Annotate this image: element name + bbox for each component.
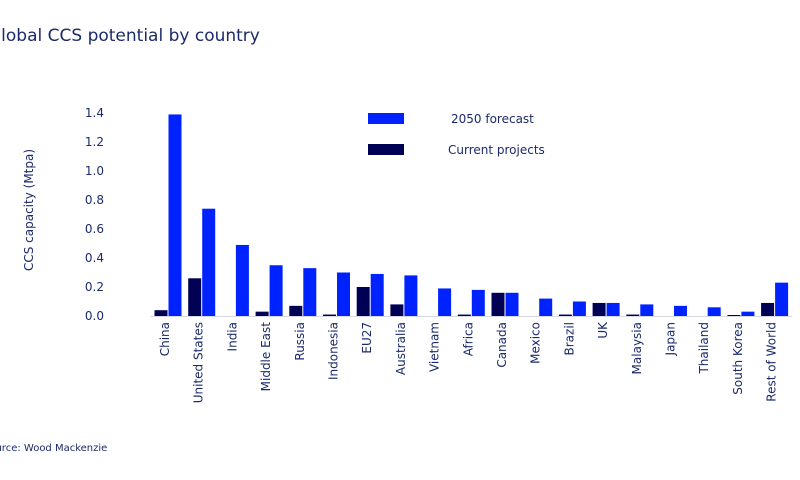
bar-forecast-australia	[404, 275, 418, 316]
bar-current-brazil	[558, 314, 572, 316]
bar-current-south-korea	[727, 315, 741, 316]
y-axis-label: CCS capacity (Mtpa)	[22, 149, 36, 271]
x-tick-label: Malaysia	[630, 322, 644, 374]
bar-forecast-china	[168, 114, 182, 316]
legend-label: 2050 forecast	[451, 112, 534, 126]
y-tick-label: 1.4	[85, 106, 104, 120]
bar-current-africa	[457, 314, 471, 316]
bar-current-malaysia	[626, 314, 640, 316]
y-tick-label: 0.2	[85, 280, 104, 294]
x-tick-label: India	[225, 322, 239, 351]
y-tick-label: 0.8	[85, 193, 104, 207]
x-tick-label: South Korea	[731, 322, 745, 395]
bar-current-australia	[390, 304, 404, 316]
bar-forecast-canada	[505, 292, 519, 316]
bar-current-eu27	[356, 287, 370, 316]
y-tick-label: 0.6	[85, 222, 104, 236]
bar-forecast-united-states	[202, 208, 216, 316]
x-tick-label: Russia	[293, 322, 307, 361]
x-tick-label: United States	[192, 322, 206, 403]
x-tick-label: Australia	[394, 322, 408, 375]
bar-forecast-japan	[674, 305, 687, 316]
x-tick-label: Canada	[495, 322, 509, 368]
bar-current-china	[154, 310, 168, 316]
x-tick-label: China	[158, 322, 172, 356]
bar-current-russia	[289, 305, 303, 316]
x-tick-label: Thailand	[697, 322, 711, 375]
x-tick-label: Japan	[664, 322, 678, 356]
y-tick-label: 0.0	[85, 309, 104, 323]
bar-forecast-vietnam	[438, 288, 452, 316]
bar-forecast-africa	[471, 289, 485, 316]
x-tick-label: UK	[596, 321, 610, 339]
x-tick-label: Middle East	[259, 322, 273, 392]
bar-current-uk	[592, 302, 606, 316]
legend-swatch	[368, 144, 404, 155]
legend-swatch	[368, 113, 404, 124]
source-note: Source: Wood Mackenzie	[0, 443, 107, 454]
bar-current-middle-east	[255, 311, 269, 316]
bar-forecast-russia	[303, 268, 317, 316]
bar-forecast-malaysia	[640, 304, 654, 316]
bar-forecast-south-korea	[741, 311, 755, 316]
chart-title: Global CCS potential by country	[0, 26, 260, 46]
x-tick-label: Africa	[461, 322, 475, 356]
x-tick-label: Rest of World	[765, 322, 779, 402]
x-tick-label: Brazil	[562, 322, 576, 356]
y-tick-label: 1.2	[85, 135, 104, 149]
x-tick-label: Mexico	[529, 322, 543, 364]
bar-current-canada	[491, 292, 505, 316]
x-tick-label: Vietnam	[428, 322, 442, 372]
bar-forecast-uk	[606, 302, 620, 316]
bar-current-indonesia	[323, 314, 336, 316]
bar-forecast-eu27	[370, 273, 384, 316]
bar-forecast-rest-of-world	[775, 282, 789, 316]
bar-forecast-mexico	[539, 298, 553, 316]
bar-forecast-indonesia	[337, 272, 350, 316]
y-tick-label: 0.4	[85, 251, 104, 265]
legend-label: Current projects	[448, 143, 545, 157]
y-tick-label: 1.0	[85, 164, 104, 178]
bar-current-united-states	[188, 278, 202, 316]
bar-forecast-india	[235, 244, 249, 316]
bar-forecast-middle-east	[269, 265, 283, 316]
bar-forecast-thailand	[707, 307, 721, 316]
bar-forecast-brazil	[572, 301, 586, 316]
x-tick-label: EU27	[360, 322, 374, 354]
bar-current-rest-of-world	[761, 302, 775, 316]
x-tick-label: Indonesia	[327, 322, 341, 380]
